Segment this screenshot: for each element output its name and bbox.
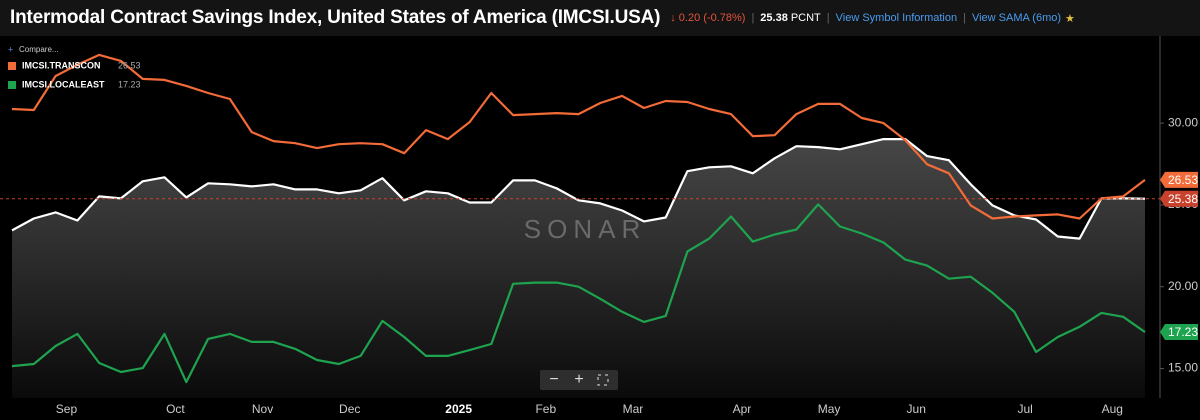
y-tick-label: 20.00 xyxy=(1168,279,1198,293)
chart: SONAR − + + Compare... 15.0020.0025.0030… xyxy=(0,36,1200,420)
watermark: SONAR xyxy=(524,214,646,244)
legend-value: 26.53 xyxy=(118,60,141,70)
x-tick-label: Aug xyxy=(1102,402,1123,416)
x-tick-label: Jun xyxy=(907,402,926,416)
link[interactable]: View Symbol Information xyxy=(835,12,958,24)
x-tick-label: May xyxy=(818,402,841,416)
x-tick-label: Oct xyxy=(166,402,185,416)
line xyxy=(11,138,1146,240)
x-tick-label: Mar xyxy=(623,402,644,416)
x-tick-label: Feb xyxy=(535,402,556,416)
x-tick-label: Dec xyxy=(339,402,360,416)
last-value: 25.38 xyxy=(760,12,788,24)
value-badge xyxy=(1160,171,1198,188)
compare[interactable]: Compare... xyxy=(19,45,59,54)
plot xyxy=(0,53,1160,398)
value-badge-label: 17.23 xyxy=(1168,325,1198,339)
separator: | xyxy=(826,12,830,24)
separator: | xyxy=(963,12,966,24)
legend-label: IMCSI.LOCALEAST xyxy=(22,79,105,89)
legend-swatch xyxy=(8,62,16,70)
x-tick-label: Nov xyxy=(252,402,273,416)
value-badge-label: 25.38 xyxy=(1168,192,1198,206)
zoom-out[interactable]: − xyxy=(549,371,558,388)
line xyxy=(11,53,1146,220)
legend-swatch xyxy=(8,81,16,89)
value-badge xyxy=(1160,324,1198,341)
value-badge-label: 26.53 xyxy=(1168,173,1198,187)
y-tick-label: 15.00 xyxy=(1168,361,1198,375)
zoom-fit[interactable] xyxy=(597,374,609,386)
icon: ★ xyxy=(1065,12,1075,25)
area xyxy=(12,139,1145,398)
chart-title: Intermodal Contract Savings Index, Unite… xyxy=(10,7,661,28)
compare-plus[interactable]: + xyxy=(8,44,13,54)
separator: | xyxy=(751,12,755,24)
zoom-in[interactable]: + xyxy=(574,371,583,388)
change-arrow: ↓ xyxy=(670,12,679,24)
link[interactable]: View SAMA (6mo) xyxy=(971,12,1062,24)
unit: PCNT xyxy=(790,12,821,24)
change: 0.20 (-0.78%) xyxy=(678,12,746,24)
line xyxy=(11,203,1146,384)
value-badge xyxy=(1160,190,1198,207)
legend-value: 17.23 xyxy=(118,79,141,89)
x-tick-label: Sep xyxy=(56,402,78,416)
legend-label: IMCSI.TRANSCON xyxy=(22,60,101,70)
x-tick-label: Apr xyxy=(733,402,752,416)
header: Intermodal Contract Savings Index, Unite… xyxy=(0,0,1200,36)
zoom-controls[interactable]: − + xyxy=(540,370,618,390)
x-tick-label: 2025 xyxy=(445,402,472,416)
x-tick-label: Jul xyxy=(1017,402,1032,416)
y-tick-label: 30.00 xyxy=(1168,115,1198,129)
